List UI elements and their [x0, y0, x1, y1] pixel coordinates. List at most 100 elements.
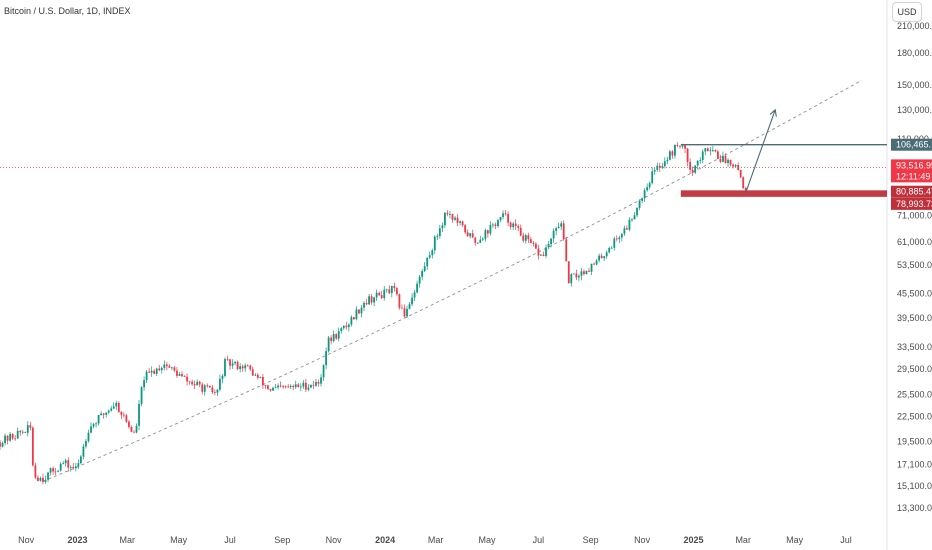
candle-body [603, 256, 606, 259]
candle-body [122, 414, 125, 416]
x-tick-label: 2023 [68, 535, 88, 545]
candle-body [656, 165, 659, 170]
candle-body [605, 252, 608, 257]
candle-body [21, 431, 24, 433]
candle-body [143, 380, 145, 388]
candle-body [6, 435, 9, 441]
price-tags: 106,465.17 93,516.9512:11:49 80,885.47 78,9… [891, 138, 932, 210]
candle-body [87, 432, 90, 442]
candle-body [719, 158, 722, 162]
candle-body [251, 369, 254, 376]
x-tick-label: 2024 [375, 535, 395, 545]
candle-body [231, 363, 234, 366]
y-tick-label: 22,500.00 [897, 411, 932, 421]
candle-body [494, 224, 497, 227]
candle-body [173, 367, 176, 371]
candle-body [337, 331, 340, 339]
x-tick-label: Mar [119, 535, 135, 545]
candle-body [0, 442, 1, 447]
candle-body [704, 148, 707, 152]
candle-body [282, 386, 285, 387]
price-axis[interactable] [887, 0, 932, 530]
candle-body [11, 433, 14, 439]
x-tick-label: Sep [583, 535, 599, 545]
candle-body [219, 378, 221, 390]
candle-body [176, 370, 178, 376]
x-tick-label: Jul [533, 535, 545, 545]
candle-body [26, 425, 29, 433]
candle-body [234, 361, 236, 364]
candle-body [272, 387, 274, 391]
candle-body [512, 223, 515, 228]
candle-body [198, 381, 201, 385]
candle-body [264, 385, 267, 386]
candle-body [555, 228, 558, 231]
price-tag-label: 93,516.95 [896, 160, 932, 170]
candle-body [365, 302, 368, 305]
candle-body [105, 412, 108, 415]
candle-body [373, 297, 376, 303]
candle-body [57, 470, 60, 472]
candle-body [441, 225, 444, 229]
candle-body [9, 433, 12, 441]
currency-button[interactable]: USD [892, 2, 922, 22]
candle-body [476, 242, 479, 244]
time-axis[interactable] [0, 530, 932, 550]
candle-body [358, 309, 360, 314]
candle-body [567, 261, 570, 284]
candle-body [694, 165, 697, 173]
candle-body [648, 183, 651, 188]
candle-body [641, 198, 643, 201]
candle-body [304, 382, 307, 390]
price-tag-label: 80,885.47 [896, 187, 932, 197]
candle-body [82, 446, 85, 457]
candle-body [403, 308, 406, 317]
candle-body [34, 465, 37, 478]
candle-body [514, 223, 517, 227]
candle-body [383, 289, 386, 299]
candle-body [676, 145, 679, 146]
price-tag-label: 78,993.73 [896, 199, 932, 209]
candle-body [585, 270, 588, 275]
candle-body [330, 337, 333, 341]
candle-body [153, 370, 156, 374]
candle-body [186, 376, 188, 382]
candle-body [658, 165, 661, 168]
candle-body [135, 425, 138, 433]
candle-body [431, 250, 434, 256]
candle-body [600, 255, 603, 259]
candle-body [646, 187, 649, 191]
candle-body [433, 236, 436, 251]
candle-body [633, 215, 636, 220]
candlestick-series [0, 142, 747, 485]
candle-body [393, 286, 396, 289]
candle-body [502, 213, 504, 218]
candle-body [696, 160, 699, 166]
candle-body [459, 221, 461, 223]
candle-body [310, 384, 312, 388]
candle-body [666, 159, 669, 162]
candle-body [254, 374, 257, 376]
candle-body [133, 431, 135, 433]
candle-body [552, 230, 555, 239]
candle-body [577, 275, 580, 278]
candle-body [471, 233, 474, 238]
candle-body [717, 151, 719, 159]
candle-body [426, 257, 429, 267]
drawing-overlays [0, 79, 887, 482]
candle-body [345, 325, 348, 328]
candle-body [524, 235, 527, 241]
candle-body [69, 467, 72, 468]
price-tag-resistance [891, 138, 932, 151]
price-tag-label: 12:11:49 [896, 171, 930, 181]
candle-body [168, 366, 171, 368]
candle-body [598, 255, 601, 261]
candle-body [691, 169, 694, 173]
candle-body [350, 317, 353, 325]
candle-body [102, 413, 105, 415]
candle-body [67, 460, 70, 468]
candle-body [97, 415, 100, 424]
candle-body [408, 304, 411, 309]
candle-body [37, 477, 39, 481]
